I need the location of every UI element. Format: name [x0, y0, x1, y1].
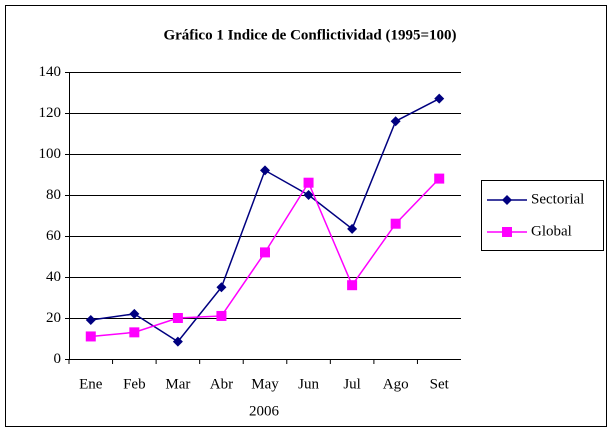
- data-point: [216, 282, 227, 293]
- x-tick-label: Ene: [79, 376, 103, 392]
- y-tick-label: 120: [39, 105, 62, 121]
- x-tick-label: May: [251, 376, 279, 392]
- legend-marker: [502, 227, 512, 237]
- x-tick-label: Jul: [343, 376, 361, 392]
- chart-title: Gráfico 1 Indice de Conflictividad (1995…: [163, 27, 456, 43]
- data-point: [434, 173, 445, 184]
- data-point: [216, 310, 227, 321]
- data-point: [303, 177, 314, 188]
- legend-marker: [502, 195, 512, 205]
- y-tick-label: 20: [46, 310, 61, 326]
- x-tick-label: Feb: [123, 376, 146, 392]
- data-point: [347, 280, 358, 291]
- x-tick-label: Jun: [298, 376, 319, 392]
- data-point: [347, 223, 358, 234]
- data-point: [85, 331, 96, 342]
- data-point: [390, 218, 401, 229]
- y-tick-label: 80: [46, 187, 61, 203]
- data-point: [129, 308, 140, 319]
- y-tick-label: 0: [54, 351, 62, 367]
- data-point: [434, 93, 445, 104]
- legend-box: [481, 180, 604, 251]
- legend-label: Sectorial: [531, 191, 584, 207]
- data-point: [85, 315, 96, 326]
- x-axis-label: 2006: [249, 403, 280, 419]
- legend-label: Global: [531, 223, 572, 239]
- data-point: [260, 247, 270, 258]
- data-point: [172, 336, 183, 347]
- data-point: [390, 116, 401, 127]
- data-point: [303, 190, 314, 200]
- x-tick-label: Mar: [165, 376, 190, 392]
- x-tick-label: Ago: [383, 376, 409, 392]
- data-point: [172, 313, 183, 323]
- y-tick-label: 100: [39, 146, 62, 162]
- data-point: [129, 327, 140, 338]
- x-tick-label: Set: [430, 376, 450, 392]
- x-tick-label: Abr: [210, 376, 233, 392]
- y-tick-label: 140: [39, 64, 62, 80]
- y-tick-label: 60: [46, 228, 61, 244]
- y-tick-label: 40: [46, 269, 61, 285]
- data-point: [260, 165, 270, 176]
